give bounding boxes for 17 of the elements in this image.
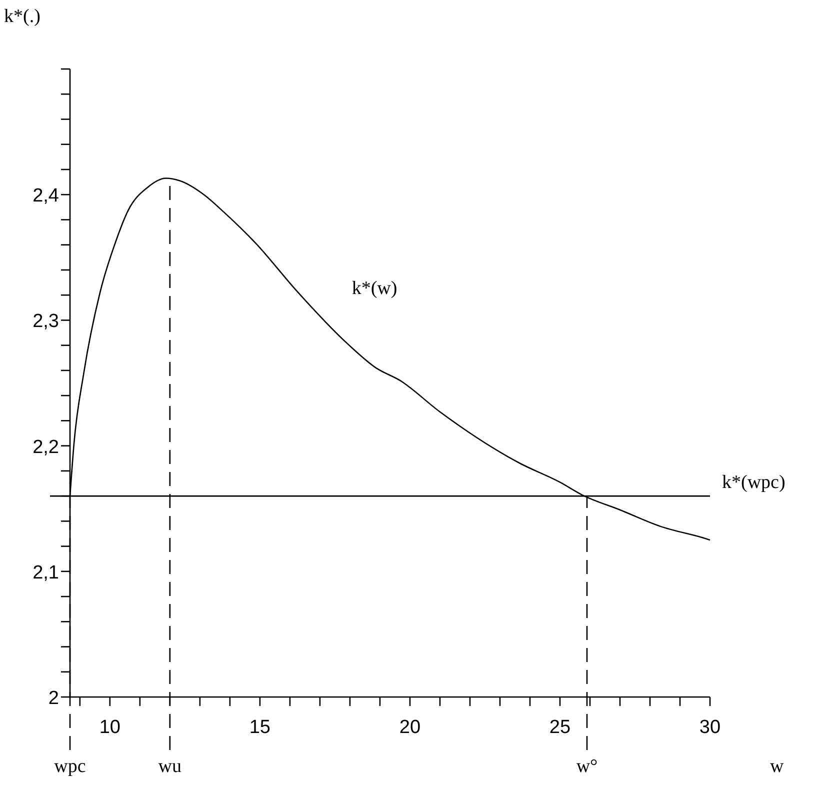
x-tick-label: 25 (549, 717, 571, 738)
ref-line-label: wu (158, 756, 182, 777)
y-axis-title: k*(.) (4, 6, 40, 27)
y-tick-label: 2,1 (32, 562, 59, 584)
ref-line-label: k*(wpc) (722, 472, 786, 494)
x-tick-label: 10 (99, 717, 120, 738)
ref-line-label: wpc (54, 756, 86, 777)
y-tick-label: 2,3 (32, 311, 59, 332)
x-tick-label: 30 (699, 717, 721, 738)
y-tick-label: 2 (48, 688, 59, 709)
ref-line-label: w° (576, 756, 598, 777)
y-tick-label: 2,2 (32, 436, 59, 458)
series-label: k*(w) (352, 278, 398, 300)
x-tick-label: 15 (249, 717, 270, 738)
x-tick-label: 20 (399, 717, 421, 738)
y-tick-label: 2,4 (32, 186, 60, 207)
x-axis-title: w (770, 756, 784, 777)
